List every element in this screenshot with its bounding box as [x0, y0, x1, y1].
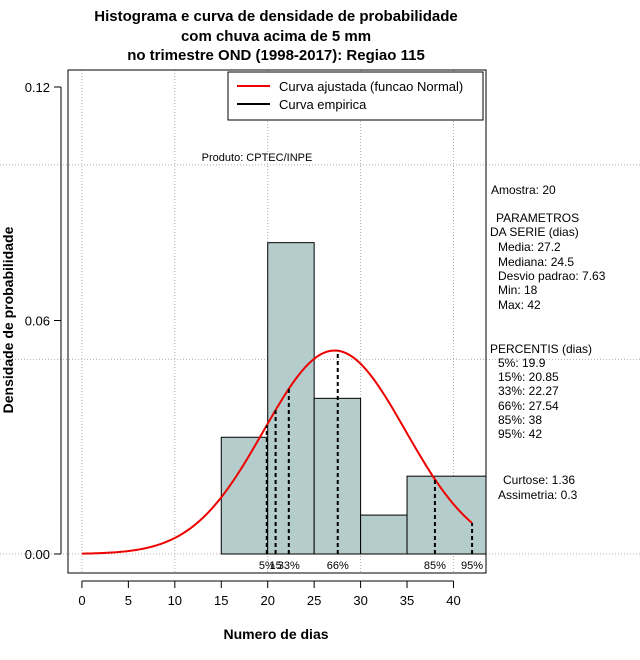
skewness: Assimetria: 0.3 [498, 488, 578, 502]
param-median: Mediana: 24.5 [498, 255, 574, 269]
x-axis: 0 5 10 15 20 25 30 35 40 [78, 580, 461, 608]
x-tick-label: 15 [214, 593, 228, 608]
x-tick-label: 30 [353, 593, 367, 608]
x-tick-label: 35 [400, 593, 414, 608]
histogram-bar [220, 436, 269, 555]
chart-title-line-1: Histograma e curva de densidade de proba… [94, 8, 457, 25]
y-axis-label: Densidade de probabilidade [0, 226, 16, 413]
param-min: Min: 18 [498, 283, 538, 297]
statistics-panel: Amostra: 20 PARAMETROS DA SERIE (dias) M… [490, 183, 606, 502]
legend: Curva ajustada (funcao Normal) Curva emp… [227, 71, 484, 121]
params-title: PARAMETROS [496, 211, 579, 225]
percentile-axis-label: 85% [424, 560, 446, 572]
percentile-axis-label: 66% [327, 560, 349, 572]
percentile-axis-label: 95% [461, 560, 483, 572]
percentile-axis-label: 33% [278, 560, 300, 572]
x-tick-label: 10 [168, 593, 182, 608]
x-tick-label: 5 [125, 593, 132, 608]
y-tick-label: 0.00 [25, 547, 50, 562]
legend-label-fitted: Curva ajustada (funcao Normal) [279, 79, 463, 94]
plot-frame [67, 69, 487, 574]
percentile-15: 15%: 20.85 [498, 370, 559, 384]
kurtosis: Curtose: 1.36 [503, 473, 575, 487]
x-tick-label: 0 [78, 593, 85, 608]
legend-label-empirical: Curva empirica [279, 97, 367, 112]
percentiles-title: PERCENTIS (dias) [490, 342, 592, 356]
param-max: Max: 42 [498, 298, 541, 312]
histogram-bar [360, 514, 408, 555]
legend-box [227, 71, 484, 121]
x-axis-label: Numero de dias [223, 626, 328, 642]
sample-size: Amostra: 20 [491, 183, 556, 197]
percentile-95: 95%: 42 [498, 427, 542, 441]
param-mean: Media: 27.2 [498, 240, 561, 254]
percentile-5: 5%: 19.9 [498, 356, 546, 370]
x-tick-label: 40 [446, 593, 460, 608]
chart-title-line-2: com chuva acima de 5 mm [181, 28, 371, 45]
histogram-bar [406, 475, 487, 555]
x-tick-label: 25 [307, 593, 321, 608]
percentile-axis-label: 15 [269, 560, 281, 572]
y-tick-label: 0.06 [25, 314, 50, 329]
y-tick-label: 0.12 [25, 80, 50, 95]
params-subtitle: DA SERIE (dias) [490, 225, 579, 239]
histogram-bars [220, 242, 487, 555]
percentile-85: 85%: 38 [498, 413, 542, 427]
percentile-axis-label: 5% [259, 560, 275, 572]
normal-curve-layer [81, 349, 473, 555]
percentile-33: 33%: 22.27 [498, 384, 559, 398]
histogram-bar [267, 242, 315, 555]
x-tick-label: 20 [260, 593, 274, 608]
product-credit: Produto: CPTEC/INPE [202, 152, 313, 164]
param-stddev: Desvio padrao: 7.63 [498, 269, 606, 283]
percentile-66: 66%: 27.54 [498, 399, 559, 413]
y-axis: 0.00 0.06 0.12 [25, 80, 62, 562]
chart-title-line-3: no trimestre OND (1998-2017): Regiao 115 [127, 47, 425, 64]
normal-curve [81, 349, 473, 555]
